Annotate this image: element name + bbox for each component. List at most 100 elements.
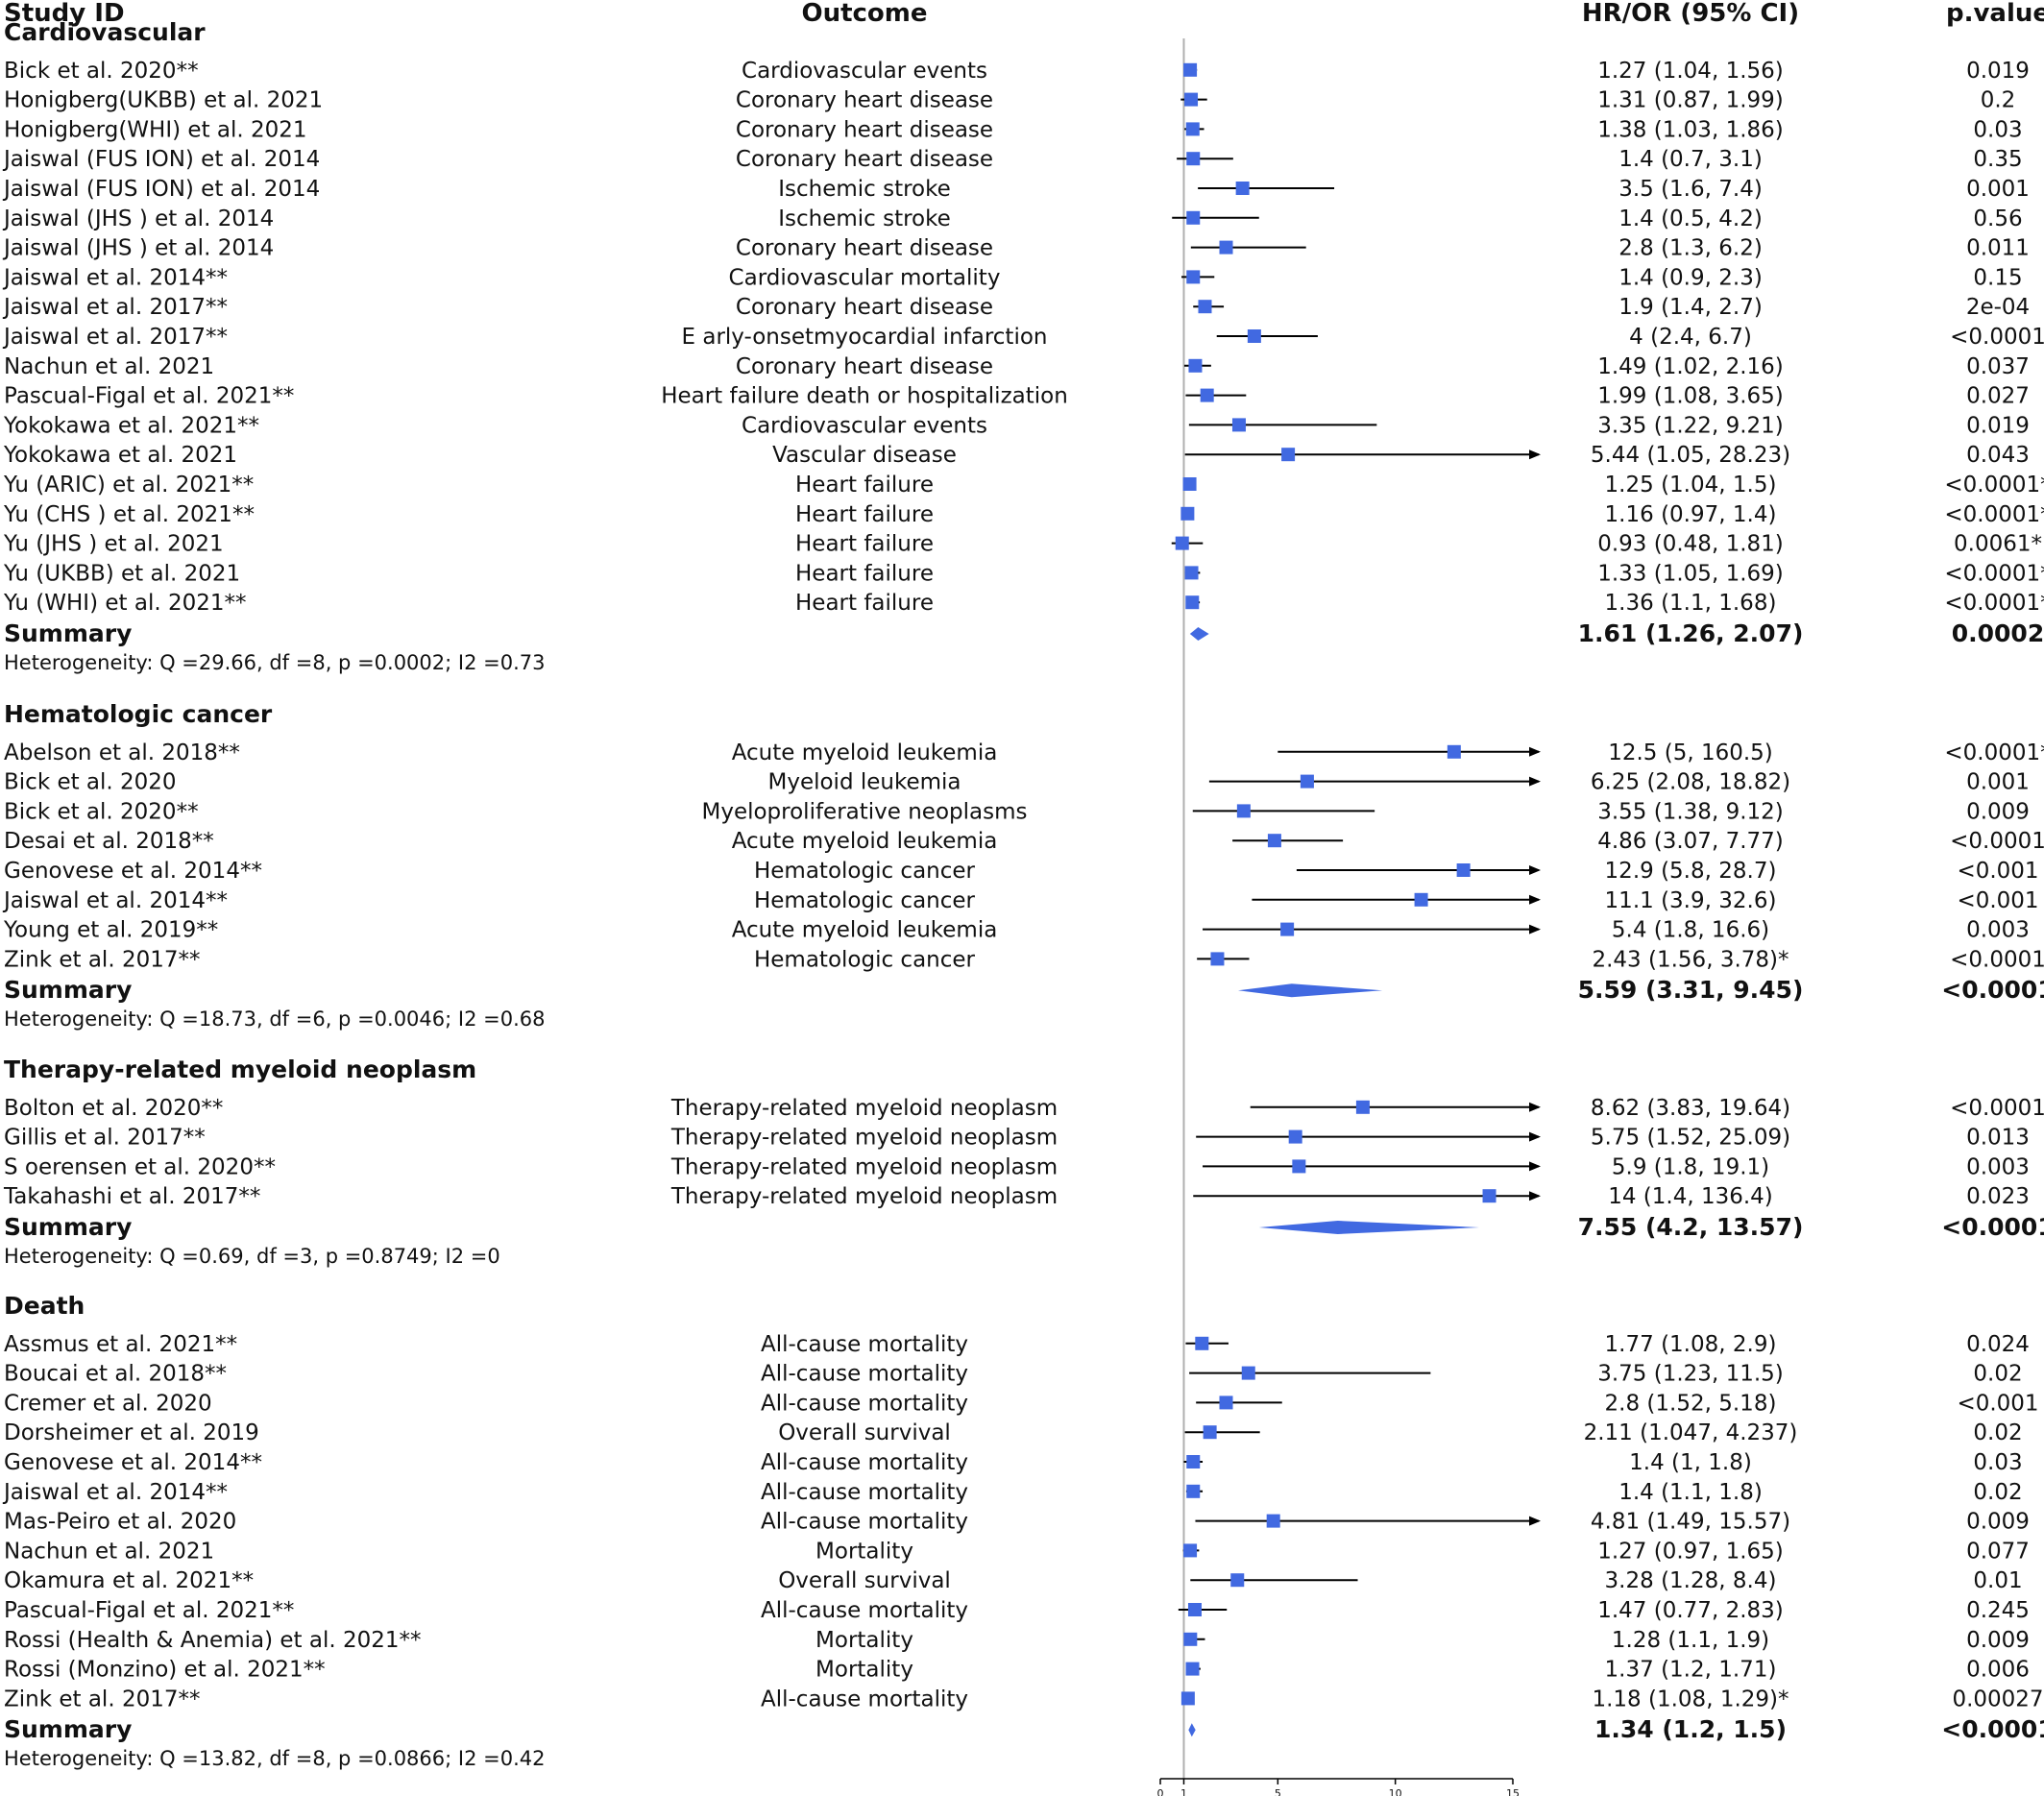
- study-row: Cremer et al. 2020 All-cause mortality 2.8…: [4, 1391, 2039, 1416]
- p-value-label: 0.245: [1966, 1598, 2030, 1623]
- effect-marker: [1185, 595, 1200, 610]
- p-value-label: 0.019: [1966, 413, 2030, 438]
- effect-marker: [1183, 62, 1198, 77]
- study-label: Yu (CHS ) et al. 2021**: [3, 502, 255, 527]
- outcome-label: All-cause mortality: [761, 1598, 968, 1623]
- study-row: Yu (CHS ) et al. 2021** Heart failure 1.16…: [3, 502, 2044, 527]
- summary-diamond: [1188, 1723, 1196, 1737]
- study-label: Genovese et al. 2014**: [4, 1450, 262, 1475]
- effect-marker: [1241, 1366, 1255, 1380]
- effect-ci-label: 1.25 (1.04, 1.5): [1605, 473, 1777, 498]
- study-label: Yu (ARIC) et al. 2021**: [3, 473, 254, 498]
- effect-ci-label: 6.25 (2.08, 18.82): [1591, 770, 1790, 795]
- study-label: S oerensen et al. 2020**: [4, 1154, 276, 1179]
- study-row: Rossi (Health & Anemia) et al. 2021** Mor…: [4, 1628, 2030, 1653]
- study-row: Genovese et al. 2014** All-cause mortalit…: [4, 1450, 2023, 1475]
- ci-arrow: [1529, 894, 1541, 905]
- outcome-label: Therapy-related myeloid neoplasm: [670, 1184, 1058, 1209]
- ci-arrow: [1529, 1191, 1541, 1201]
- effect-marker: [1292, 1159, 1306, 1174]
- study-row: Gillis et al. 2017** Therapy-related myel…: [4, 1126, 2030, 1151]
- effect-ci-label: 5.4 (1.8, 16.6): [1612, 918, 1769, 943]
- outcome-label: Heart failure: [795, 502, 934, 527]
- ci-arrow: [1529, 776, 1541, 787]
- p-value-label: <0.0001*: [1944, 561, 2044, 586]
- effect-ci-label: 2.43 (1.56, 3.78)*: [1592, 947, 1788, 972]
- outcome-label: Ischemic stroke: [778, 206, 951, 231]
- study-row: Jaiswal (JHS ) et al. 2014 Ischemic strok…: [2, 206, 2023, 231]
- study-label: Assmus et al. 2021**: [4, 1332, 237, 1357]
- p-value-label: 0.009: [1966, 799, 2030, 824]
- study-label: Takahashi et al. 2017**: [3, 1184, 260, 1209]
- p-value-label: <0.001: [1957, 888, 2038, 913]
- effect-marker: [1184, 566, 1199, 580]
- effect-marker: [1280, 922, 1295, 936]
- study-label: Boucai et al. 2018**: [4, 1362, 227, 1387]
- effect-marker: [1355, 1100, 1370, 1114]
- study-row: Zink et al. 2017** Hematologic cancer 2.43…: [4, 947, 2044, 972]
- effect-ci-label: 5.44 (1.05, 28.23): [1591, 443, 1790, 468]
- effect-marker: [1175, 536, 1189, 550]
- ci-arrow: [1529, 746, 1541, 757]
- effect-marker: [1186, 210, 1201, 225]
- effect-ci-label: 1.4 (1, 1.8): [1629, 1450, 1752, 1475]
- effect-ci-label: 1.27 (1.04, 1.56): [1597, 59, 1784, 84]
- summary-effect-label: 1.34 (1.2, 1.5): [1594, 1715, 1787, 1743]
- study-row: Assmus et al. 2021** All-cause mortality 1…: [4, 1332, 2030, 1357]
- effect-ci-label: 11.1 (3.9, 32.6): [1605, 888, 1777, 913]
- study-label: Zink et al. 2017**: [4, 1687, 200, 1711]
- effect-marker: [1219, 1396, 1233, 1410]
- summary-effect-label: 7.55 (4.2, 13.57): [1578, 1213, 1804, 1241]
- p-value-label: 0.003: [1966, 918, 2030, 943]
- study-groups: Cardiovascular Bick et al. 2020** Cardiova…: [2, 18, 2044, 1770]
- study-row: Nachun et al. 2021 Coronary heart disease…: [4, 354, 2030, 379]
- summary-label: Summary: [4, 976, 132, 1004]
- effect-ci-label: 1.9 (1.4, 2.7): [1618, 295, 1763, 320]
- study-label: Dorsheimer et al. 2019: [4, 1420, 259, 1445]
- p-value-label: 0.02: [1973, 1362, 2022, 1387]
- effect-marker: [1186, 270, 1201, 284]
- heterogeneity-text: Heterogeneity: Q =18.73, df =6, p =0.004…: [4, 1007, 545, 1031]
- study-row: Yokokawa et al. 2021 Vascular disease 5.44…: [3, 443, 2030, 468]
- effect-marker: [1231, 418, 1246, 432]
- outcome-label: Cardiovascular events: [742, 59, 987, 84]
- group-4: Death Assmus et al. 2021** All-cause morta…: [2, 1292, 2044, 1770]
- study-label: Gillis et al. 2017**: [4, 1126, 206, 1151]
- study-row: Bolton et al. 2020** Therapy-related myel…: [4, 1096, 2044, 1121]
- outcome-label: Vascular disease: [772, 443, 957, 468]
- effect-marker: [1180, 506, 1195, 521]
- p-value-label: 0.2: [1981, 88, 2016, 113]
- study-label: Pascual-Figal et al. 2021**: [4, 1598, 294, 1623]
- header-study-id: Study ID: [4, 0, 125, 28]
- outcome-label: Overall survival: [778, 1568, 951, 1593]
- study-row: Pascual-Figal et al. 2021** All-cause mor…: [4, 1598, 2030, 1623]
- p-value-label: 0.03: [1973, 117, 2022, 142]
- outcome-label: Therapy-related myeloid neoplasm: [670, 1126, 1058, 1151]
- outcome-label: Cardiovascular events: [742, 413, 987, 438]
- study-row: Yokokawa et al. 2021** Cardiovascular eve…: [3, 413, 2030, 438]
- study-row: Boucai et al. 2018** All-cause mortality 3…: [4, 1362, 2023, 1387]
- effect-marker: [1210, 952, 1225, 966]
- study-row: Genovese et al. 2014** Hematologic cancer…: [4, 859, 2039, 884]
- effect-marker: [1185, 122, 1200, 136]
- effect-marker: [1184, 92, 1199, 107]
- ci-arrow: [1529, 924, 1541, 934]
- p-value-label: 0.037: [1966, 354, 2030, 379]
- study-label: Yokokawa et al. 2021**: [3, 413, 259, 438]
- study-row: S oerensen et al. 2020** Therapy-related …: [4, 1154, 2030, 1179]
- study-label: Nachun et al. 2021: [4, 354, 214, 379]
- effect-marker: [1195, 1336, 1209, 1350]
- p-value-label: 0.003: [1966, 1154, 2030, 1179]
- effect-marker: [1414, 892, 1428, 907]
- outcome-label: Hematologic cancer: [754, 947, 976, 972]
- p-value-label: 0.001: [1966, 770, 2030, 795]
- study-row: Yu (UKBB) et al. 2021 Heart failure 1.33 (…: [3, 561, 2044, 586]
- ci-arrow: [1529, 1516, 1541, 1526]
- header-pvalue: p.value: [1946, 0, 2044, 28]
- effect-ci-label: 1.31 (0.87, 1.99): [1597, 88, 1784, 113]
- outcome-label: Coronary heart disease: [736, 236, 993, 261]
- outcome-label: Cardiovascular mortality: [729, 265, 1001, 290]
- outcome-label: Acute myeloid leukemia: [732, 918, 998, 943]
- study-label: Jaiswal (JHS ) et al. 2014: [2, 206, 274, 231]
- outcome-label: Coronary heart disease: [736, 117, 993, 142]
